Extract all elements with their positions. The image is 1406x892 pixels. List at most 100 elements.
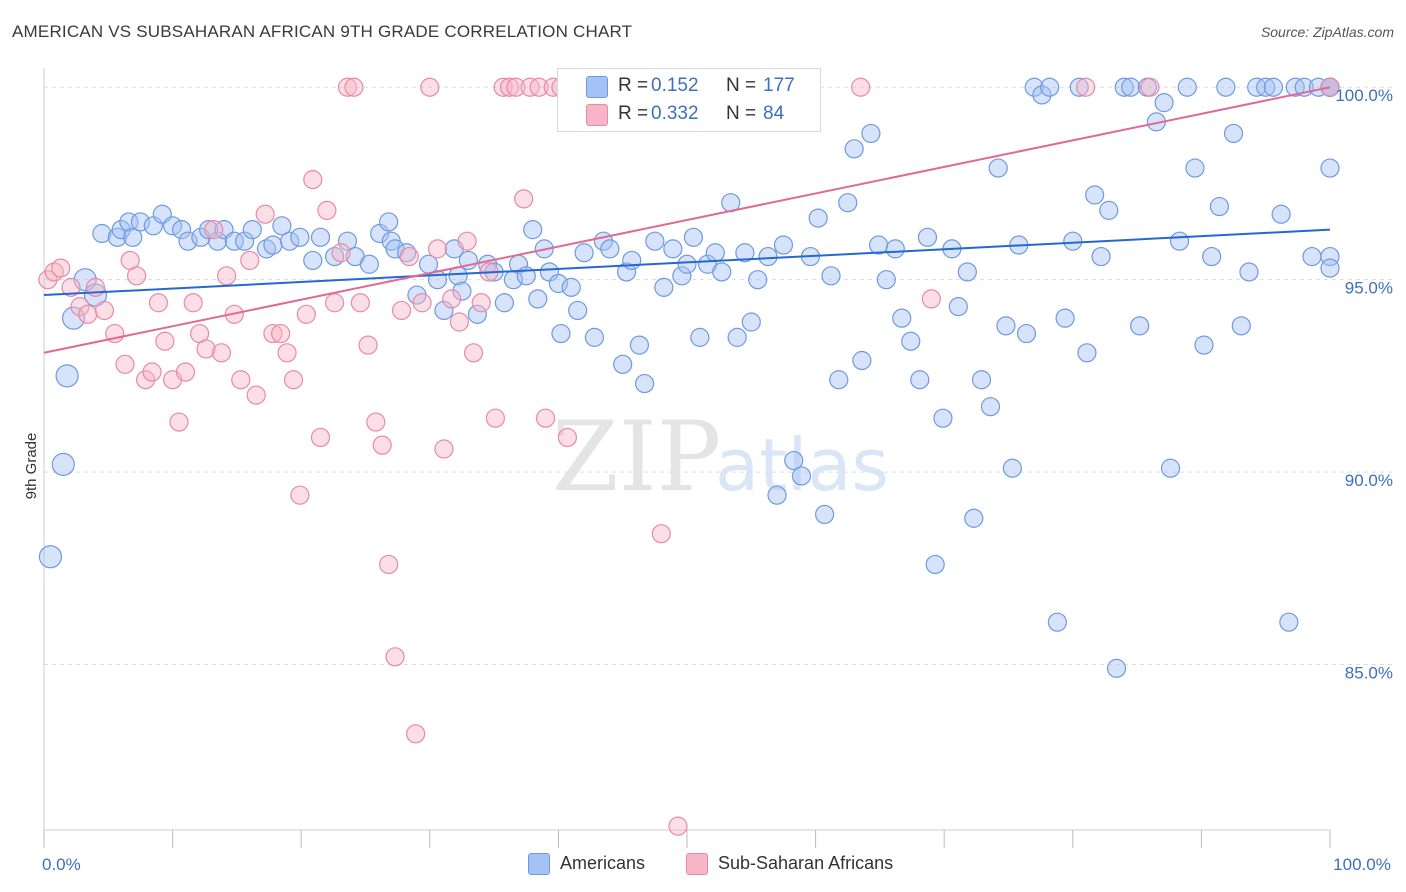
data-point: [240, 250, 260, 271]
data-point: [290, 227, 310, 247]
data-point: [838, 193, 858, 213]
data-point: [1302, 246, 1322, 267]
data-point: [677, 254, 697, 274]
data-point: [712, 262, 732, 282]
data-point: [651, 524, 671, 544]
data-point: [1121, 77, 1141, 97]
data-point: [303, 170, 323, 190]
data-point: [1085, 185, 1105, 205]
data-point: [1024, 77, 1044, 97]
legend-n-value: 177: [763, 75, 795, 96]
data-point: [246, 385, 266, 405]
data-point: [344, 77, 364, 97]
data-point: [55, 364, 79, 388]
data-point: [317, 200, 337, 220]
data-point: [523, 220, 543, 240]
data-point: [457, 231, 477, 251]
legend-r-label: R =: [618, 103, 649, 124]
data-point: [1076, 77, 1096, 97]
data-point: [1194, 335, 1214, 355]
series-layer: [38, 77, 1340, 836]
data-point: [420, 77, 440, 97]
series-swatch-subsaharan: [686, 853, 708, 875]
data-point: [94, 300, 115, 321]
legend-swatch-subsaharan: [586, 104, 608, 126]
data-point: [1263, 77, 1284, 97]
y-tick-label: 90.0%: [1345, 471, 1393, 490]
data-point: [449, 312, 469, 332]
data-point: [255, 204, 275, 224]
legend-n-value: 84: [763, 103, 785, 124]
data-point: [434, 300, 454, 321]
data-point: [485, 408, 505, 428]
data-point: [663, 239, 683, 259]
watermark-zip: ZIP: [552, 401, 721, 513]
data-point: [272, 216, 292, 236]
data-point: [178, 231, 198, 251]
data-point: [917, 227, 938, 247]
data-point: [892, 308, 912, 328]
data-point: [1169, 231, 1190, 251]
axes: [43, 68, 1331, 848]
data-point: [271, 323, 291, 344]
data-point: [92, 223, 112, 244]
data-point: [427, 239, 448, 259]
legend-row-subsaharan: R = 0.332 N = 84: [558, 100, 820, 128]
data-point: [130, 212, 151, 232]
data-point: [83, 283, 108, 307]
data-point: [391, 300, 412, 321]
data-point: [467, 304, 487, 324]
data-point: [280, 231, 300, 251]
series-0-points: [38, 77, 1340, 678]
data-point: [1320, 258, 1340, 278]
data-point: [231, 370, 251, 390]
series-label-subsaharan: Sub-Saharan Africans: [718, 853, 894, 873]
data-point: [1216, 77, 1236, 97]
data-point: [1002, 458, 1022, 478]
chart-title: AMERICAN VS SUBSAHARAN AFRICAN 9TH GRADE…: [12, 22, 633, 41]
series-label-americans: Americans: [560, 853, 646, 873]
data-point: [1091, 246, 1111, 267]
data-point: [169, 412, 189, 432]
data-point: [988, 158, 1008, 178]
data-point: [1106, 658, 1127, 678]
data-point: [784, 450, 804, 471]
data-point: [557, 427, 578, 448]
data-point: [111, 220, 131, 240]
data-point: [901, 331, 921, 351]
data-point: [61, 277, 81, 297]
data-point: [948, 297, 968, 317]
data-point: [561, 277, 581, 297]
data-point: [528, 289, 548, 309]
data-point: [600, 239, 620, 259]
data-point: [379, 554, 399, 575]
data-point: [263, 235, 283, 255]
data-point: [622, 250, 642, 271]
source-credit: Source: ZipAtlas.com: [1260, 24, 1394, 40]
data-point: [815, 504, 835, 525]
data-point: [331, 243, 351, 263]
data-point: [925, 554, 945, 575]
data-point: [412, 293, 432, 313]
data-point: [933, 408, 953, 428]
data-point: [705, 243, 725, 263]
data-point: [463, 343, 484, 363]
data-point: [1185, 158, 1205, 178]
data-point: [119, 212, 139, 232]
y-tick-label: 85.0%: [1345, 664, 1393, 683]
series-1-points: [38, 77, 1340, 836]
data-point: [964, 508, 984, 528]
data-point: [735, 243, 755, 263]
data-point: [283, 370, 304, 390]
data-point: [366, 412, 386, 432]
legend-row-americans: R = 0.152 N = 177: [558, 72, 820, 100]
data-point: [548, 273, 569, 294]
data-point: [758, 246, 778, 267]
data-point: [910, 370, 930, 390]
data-point: [1209, 196, 1230, 217]
data-point: [629, 335, 650, 355]
data-point: [358, 335, 378, 355]
data-point: [1320, 246, 1340, 267]
data-point: [399, 246, 419, 267]
legend-n-label: N =: [726, 103, 757, 124]
